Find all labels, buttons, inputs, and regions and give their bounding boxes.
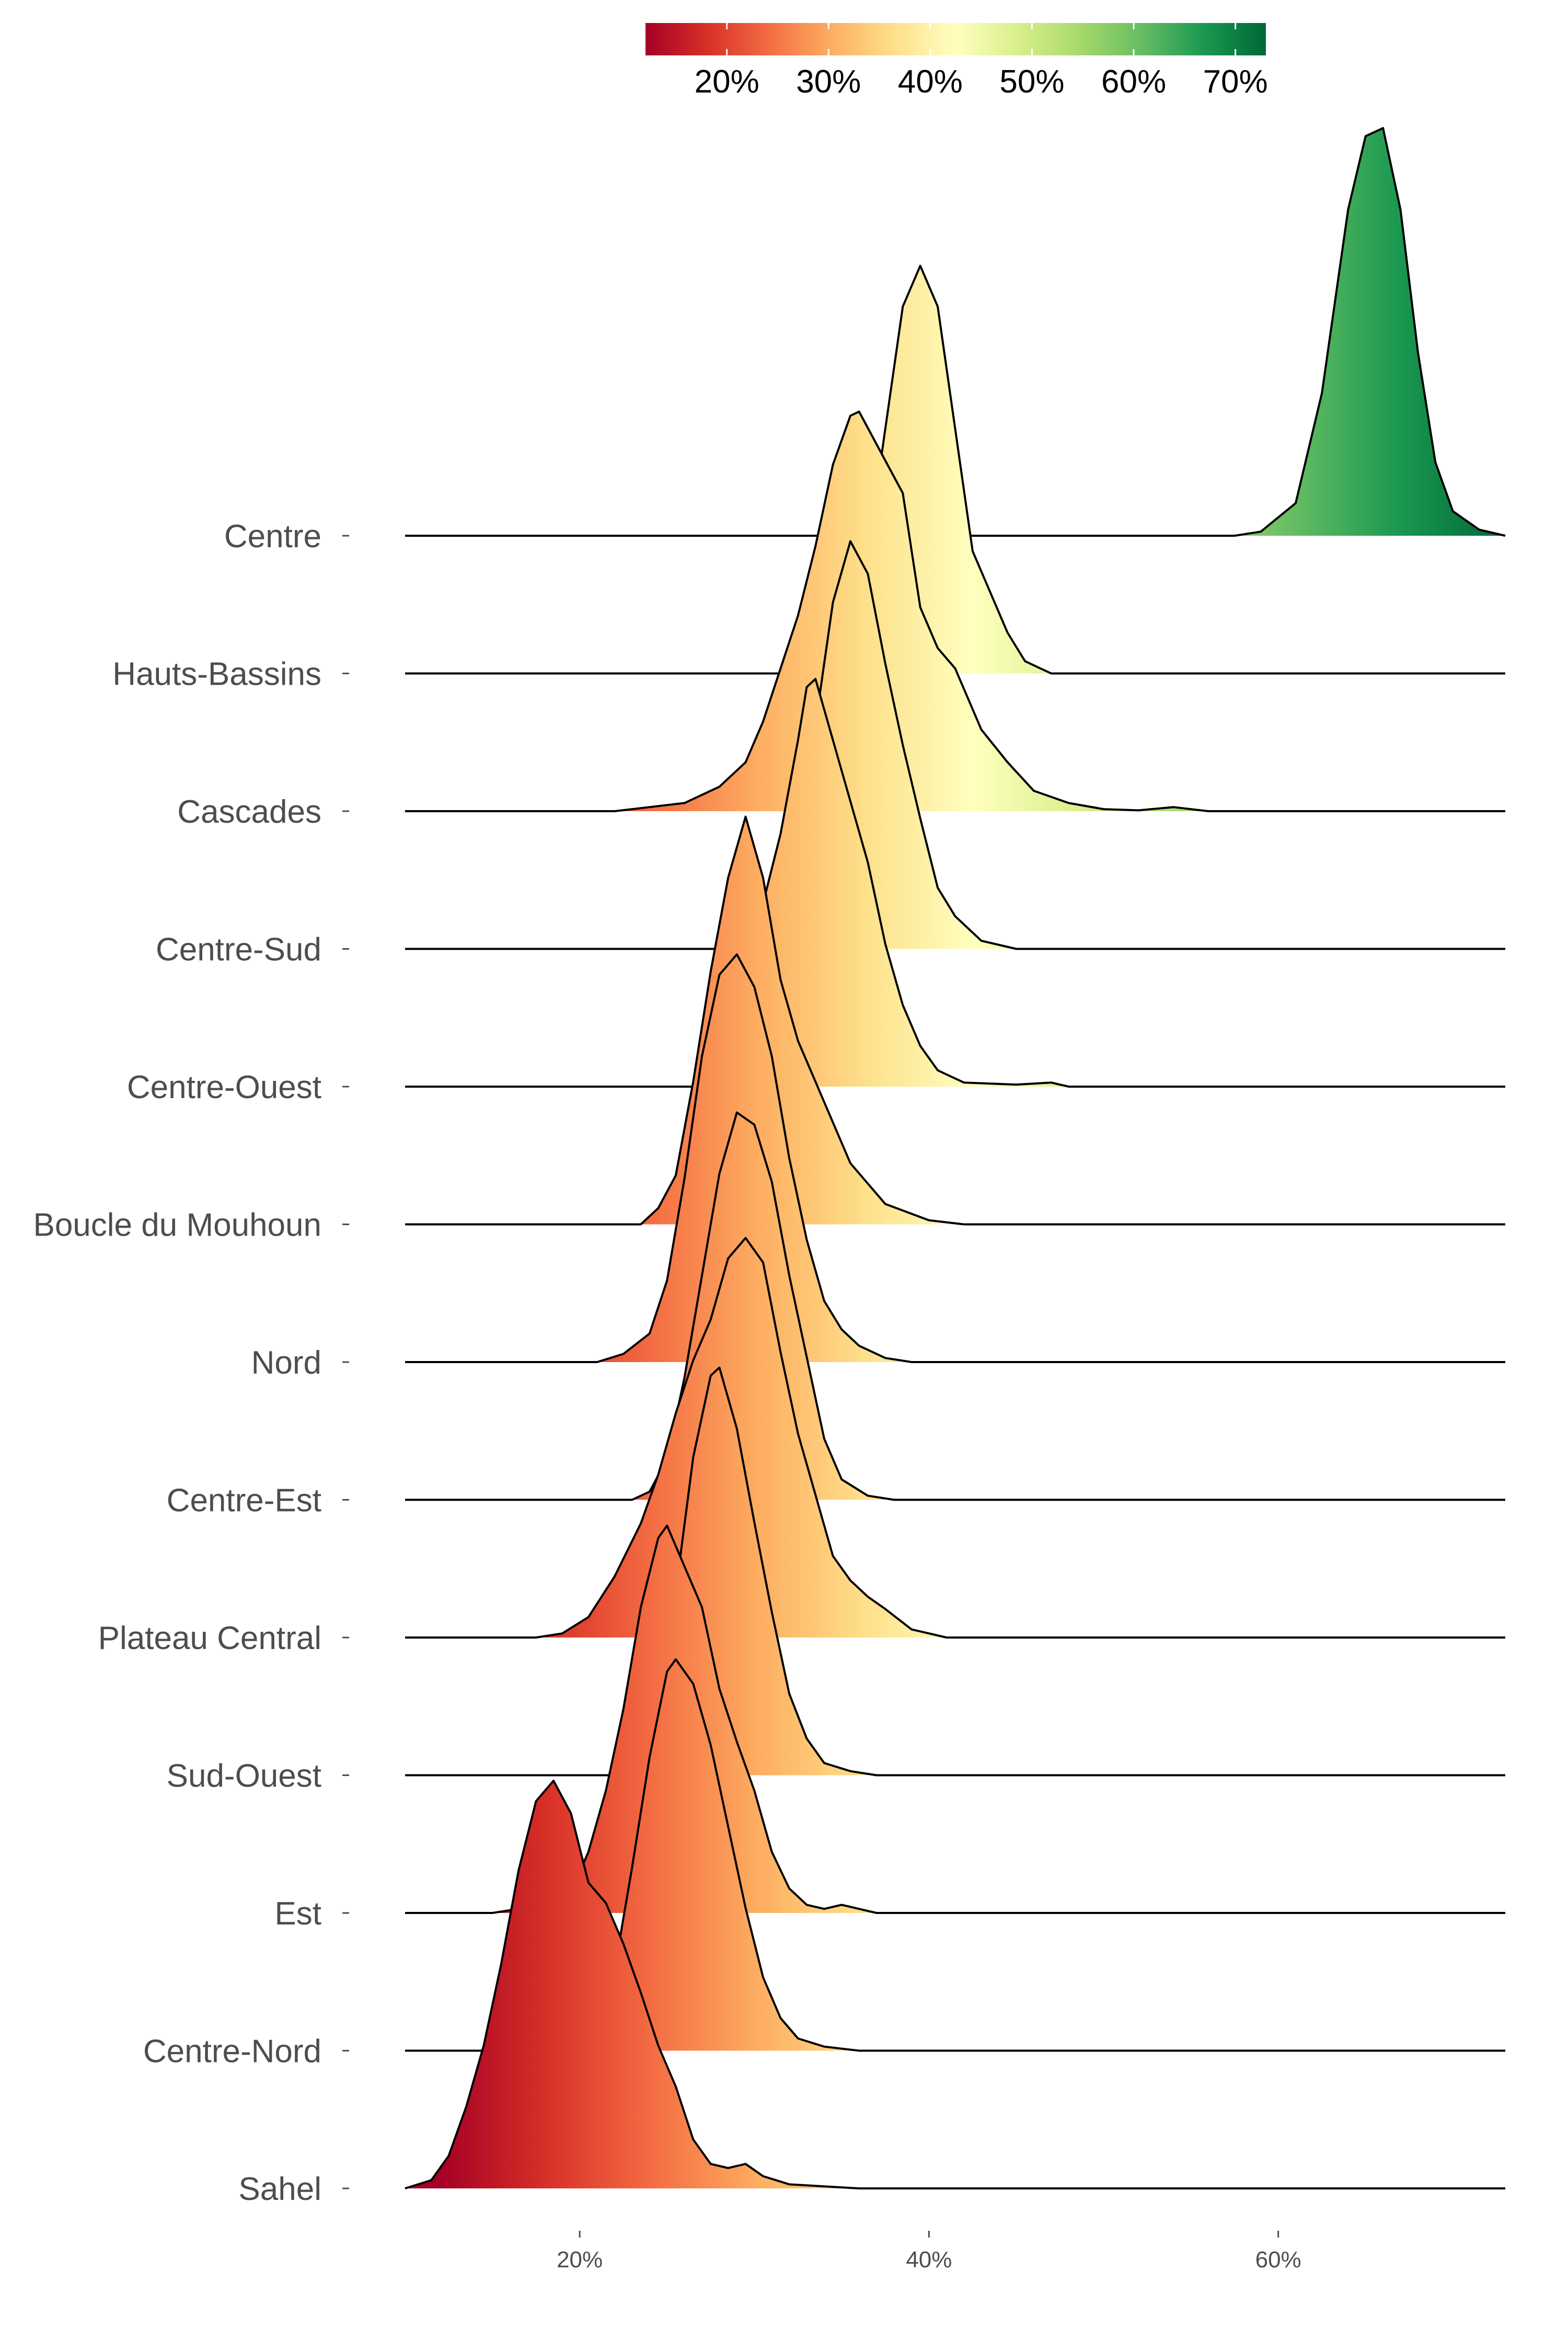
ridge-fill-sahel	[405, 1781, 859, 2188]
ridge-group	[405, 127, 1506, 2189]
region-label-plateau-central: Plateau Central	[98, 1620, 321, 1656]
ridge-fill-cascades	[614, 411, 1208, 811]
region-label-sud-ouest: Sud-Ouest	[167, 1758, 321, 1794]
ridge-fill-hauts-bassins	[789, 266, 1052, 674]
ridge-sahel	[405, 1780, 1505, 2189]
region-label-nord: Nord	[251, 1345, 321, 1381]
ridge-plateau-central	[405, 1237, 1505, 1639]
ridge-line-centre-est	[405, 1111, 1505, 1501]
ridge-line-sahel	[405, 1780, 1505, 2189]
x-tick-label-20: 20%	[557, 2247, 603, 2273]
y-axis: Centre Hauts-Bassins Cascades Centre-Sud Cen…	[33, 518, 349, 2207]
ridge-fill-centre-nord	[580, 1659, 859, 2051]
ridge-sud-ouest	[405, 1366, 1505, 1777]
ridge-line-sud-ouest	[405, 1366, 1505, 1777]
region-label-centre-est: Centre-Est	[167, 1483, 321, 1519]
region-label-boucle-du-mouhoun: Boucle du Mouhoun	[33, 1207, 321, 1243]
legend-label-50: 50%	[999, 64, 1064, 100]
ridge-centre-est	[405, 1111, 1505, 1501]
legend-colorbar	[645, 23, 1266, 55]
region-label-sahel: Sahel	[238, 2171, 321, 2207]
region-label-centre-nord: Centre-Nord	[143, 2034, 321, 2070]
region-label-centre-sud: Centre-Sud	[156, 932, 321, 968]
x-tick-label-60: 60%	[1255, 2247, 1301, 2273]
region-label-est: Est	[274, 1896, 321, 1932]
legend-label-30: 30%	[796, 64, 861, 100]
ridge-line-nord	[405, 953, 1505, 1363]
ridge-line-centre	[405, 127, 1506, 537]
ridge-centre	[405, 127, 1506, 537]
color-legend: 20% 30% 40% 50% 60% 70%	[645, 23, 1268, 100]
ridge-nord	[405, 953, 1505, 1363]
region-label-centre-ouest: Centre-Ouest	[127, 1069, 321, 1105]
x-tick-label-40: 40%	[906, 2247, 952, 2273]
x-axis: 20% 40% 60%	[557, 2231, 1301, 2273]
ridge-boucle-du-mouhoun	[405, 815, 1505, 1226]
ridge-line-boucle-du-mouhoun	[405, 815, 1505, 1226]
legend-label-70: 70%	[1203, 64, 1268, 100]
ridge-fill-centre	[1235, 128, 1505, 536]
region-label-centre: Centre	[224, 518, 321, 555]
ridge-fill-centre-ouest	[693, 679, 1069, 1087]
ridge-cascades	[405, 410, 1505, 812]
legend-label-20: 20%	[695, 64, 759, 100]
ridge-line-plateau-central	[405, 1237, 1505, 1639]
region-label-cascades: Cascades	[177, 794, 321, 830]
ridge-fill-plateau-central	[536, 1238, 947, 1638]
legend-label-60: 60%	[1101, 64, 1166, 100]
legend-label-40: 40%	[898, 64, 963, 100]
ridge-line-cascades	[405, 410, 1505, 812]
region-label-hauts-bassins: Hauts-Bassins	[112, 656, 321, 693]
